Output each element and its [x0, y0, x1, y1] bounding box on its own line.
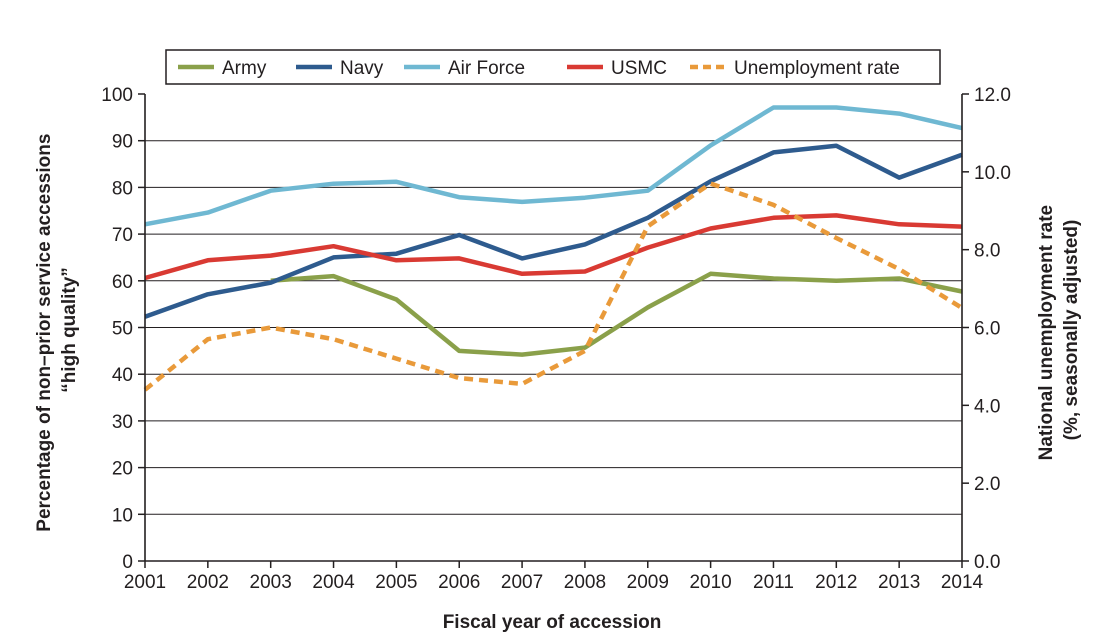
legend-label-navy: Navy	[340, 58, 384, 79]
x-tick-label: 2007	[501, 572, 543, 593]
x-tick-label: 2004	[312, 572, 355, 593]
x-tick-label: 2008	[564, 572, 606, 593]
x-axis-title: Fiscal year of accession	[443, 612, 662, 633]
legend-label-unemployment-rate: Unemployment rate	[734, 58, 900, 79]
x-tick-label: 2009	[627, 572, 669, 593]
y-tick-label: 40	[112, 365, 133, 386]
x-tick-label: 2011	[753, 572, 794, 593]
legend-box	[165, 49, 941, 85]
y-tick-label: 10	[112, 505, 133, 526]
legend-label-air-force: Air Force	[448, 58, 525, 79]
y-axis-right-title: National unemployment rate (%, seasonall…	[1036, 200, 1082, 461]
series-line-navy	[144, 143, 963, 319]
x-tick-label: 2012	[815, 572, 857, 593]
y-axis-left-title-line-1: Percentage of non–prior service accessio…	[34, 134, 55, 532]
series-line-usmc	[144, 213, 963, 281]
y-tick-label: 0	[122, 552, 133, 573]
x-tick-label: 2002	[187, 572, 229, 593]
legend-label-usmc: USMC	[611, 58, 667, 79]
y-axis-right-ticks: 0.0 2.0 4.0 6.0 8.0 10.0 12.0	[962, 85, 1011, 573]
x-tick-label: 2005	[375, 572, 417, 593]
y2-tick-label: 2.0	[974, 474, 1000, 495]
y-tick-label: 70	[112, 225, 133, 246]
y2-tick-label: 4.0	[974, 396, 1000, 417]
x-tick-label: 2010	[689, 572, 731, 593]
x-tick-label: 2003	[250, 572, 292, 593]
y-tick-label: 90	[112, 132, 133, 153]
legend-label-army: Army	[222, 58, 267, 79]
y-axis-right-title-line-2: (%, seasonally adjusted)	[1061, 220, 1082, 441]
x-tick-label: 2006	[438, 572, 480, 593]
x-tick-label: 2013	[878, 572, 920, 593]
series-line-unemployment-rate	[143, 181, 964, 392]
y-axis-left-ticks: 0 10 20 30 40 50 60 70 80 90 100	[101, 85, 145, 573]
y-axis-left-title-line-2: “high quality”	[59, 267, 80, 393]
x-tick-label: 2014	[941, 572, 984, 593]
y-tick-label: 30	[112, 412, 133, 433]
y2-tick-label: 6.0	[974, 319, 1000, 340]
series-lines	[143, 105, 964, 392]
y2-tick-label: 8.0	[974, 241, 1000, 262]
y2-tick-label: 0.0	[974, 552, 1000, 573]
y-axis-left-title: Percentage of non–prior service accessio…	[34, 128, 80, 531]
y-axis-right-title-line-1: National unemployment rate	[1036, 205, 1057, 461]
y-tick-label: 50	[112, 319, 133, 340]
x-axis-ticks: 2001 2002 2003 2004 2005 2006 2007 2008 2009 2010…	[124, 561, 984, 593]
legend: Army Navy Air Force USMC Unemployment rate	[165, 49, 941, 85]
y2-tick-label: 10.0	[974, 163, 1011, 184]
y-tick-label: 100	[101, 85, 133, 106]
series-line-air-force	[144, 105, 963, 227]
series-line-army	[270, 271, 963, 357]
y-tick-label: 20	[112, 459, 133, 480]
y-tick-label: 60	[112, 272, 133, 293]
y2-tick-label: 12.0	[974, 85, 1011, 106]
x-tick-label: 2001	[124, 572, 166, 593]
y-tick-label: 80	[112, 178, 133, 199]
